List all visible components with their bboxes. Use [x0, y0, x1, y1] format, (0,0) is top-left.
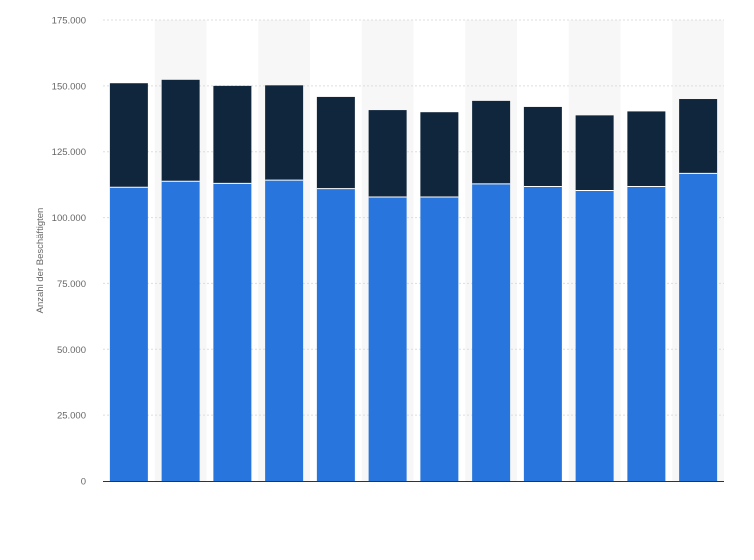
bar-upper [265, 85, 304, 181]
bar-lower [368, 197, 407, 482]
y-tick-label: 50.000 [57, 345, 86, 356]
bar-upper [679, 99, 718, 174]
bars [109, 79, 718, 482]
y-tick-label: 25.000 [57, 411, 86, 422]
bar-upper [316, 96, 355, 189]
y-tick-label: 175.000 [52, 16, 86, 27]
bar-lower [575, 190, 614, 481]
y-tick-label: 75.000 [57, 279, 86, 290]
bar-upper [213, 85, 252, 184]
bar-lower [265, 180, 304, 482]
bar-lower [627, 186, 666, 481]
bar-lower [472, 183, 511, 481]
bar-lower [523, 186, 562, 481]
bar-lower [679, 173, 718, 481]
bar-lower [420, 197, 459, 482]
bar-upper [523, 106, 562, 187]
bar-lower [161, 181, 200, 481]
axes: 0 25.000 50.000 75.000 100.000 125.000 150.000… [52, 16, 724, 488]
bar-upper [161, 79, 200, 182]
bar-upper [472, 100, 511, 184]
bar-upper [575, 115, 614, 191]
bar-upper [627, 111, 666, 187]
y-axis-title: Anzahl der Beschäftigten [35, 208, 46, 314]
y-tick-label: 0 [81, 477, 86, 488]
gridlines [103, 19, 724, 416]
bar-upper [368, 110, 407, 198]
bar-lower [213, 183, 252, 481]
y-tick-label: 125.000 [52, 147, 86, 158]
bar-upper [109, 83, 148, 188]
y-tick-label: 100.000 [52, 213, 86, 224]
bar-lower [316, 188, 355, 481]
bar-lower [109, 187, 148, 481]
bar-upper [420, 112, 459, 198]
y-tick-label: 150.000 [52, 81, 86, 92]
